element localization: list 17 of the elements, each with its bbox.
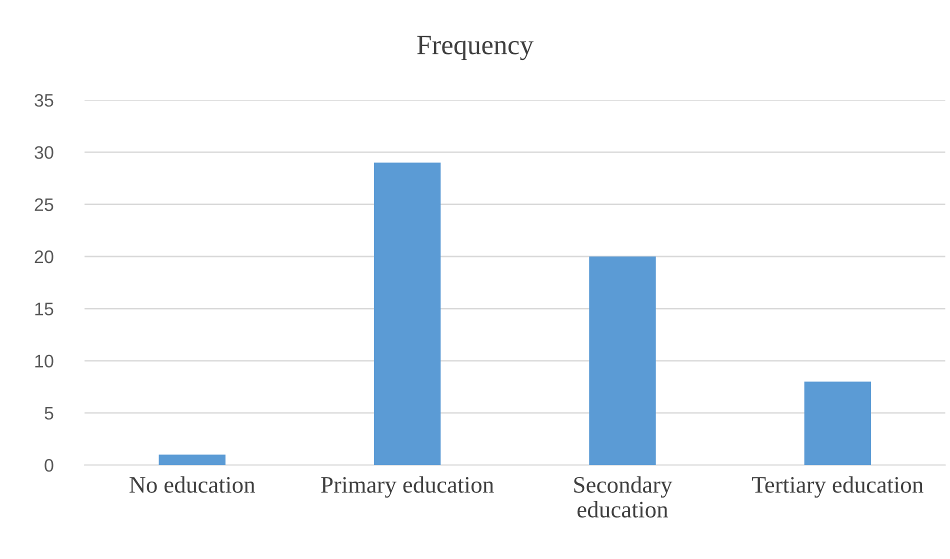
x-tick-label: Tertiary education: [752, 476, 924, 498]
bar: [804, 382, 872, 466]
x-tick-label: Primary education: [321, 476, 494, 498]
y-tick-label: 0: [44, 459, 54, 472]
x-tick-label: No education: [130, 476, 256, 493]
y-tick-label: 35: [34, 94, 54, 107]
y-tick-label: 25: [34, 198, 54, 212]
y-tick-label: 5: [44, 407, 54, 420]
y-tick-label: 10: [35, 354, 54, 368]
y-tick-label: 30: [34, 146, 54, 159]
bar: [589, 256, 656, 466]
chart-title: Frequency: [417, 36, 534, 60]
y-tick-label: 15: [35, 302, 54, 316]
bar: [158, 454, 226, 466]
x-tick-label: Secondary education: [574, 476, 672, 518]
bar: [374, 162, 441, 466]
y-tick-label: 20: [34, 250, 54, 264]
